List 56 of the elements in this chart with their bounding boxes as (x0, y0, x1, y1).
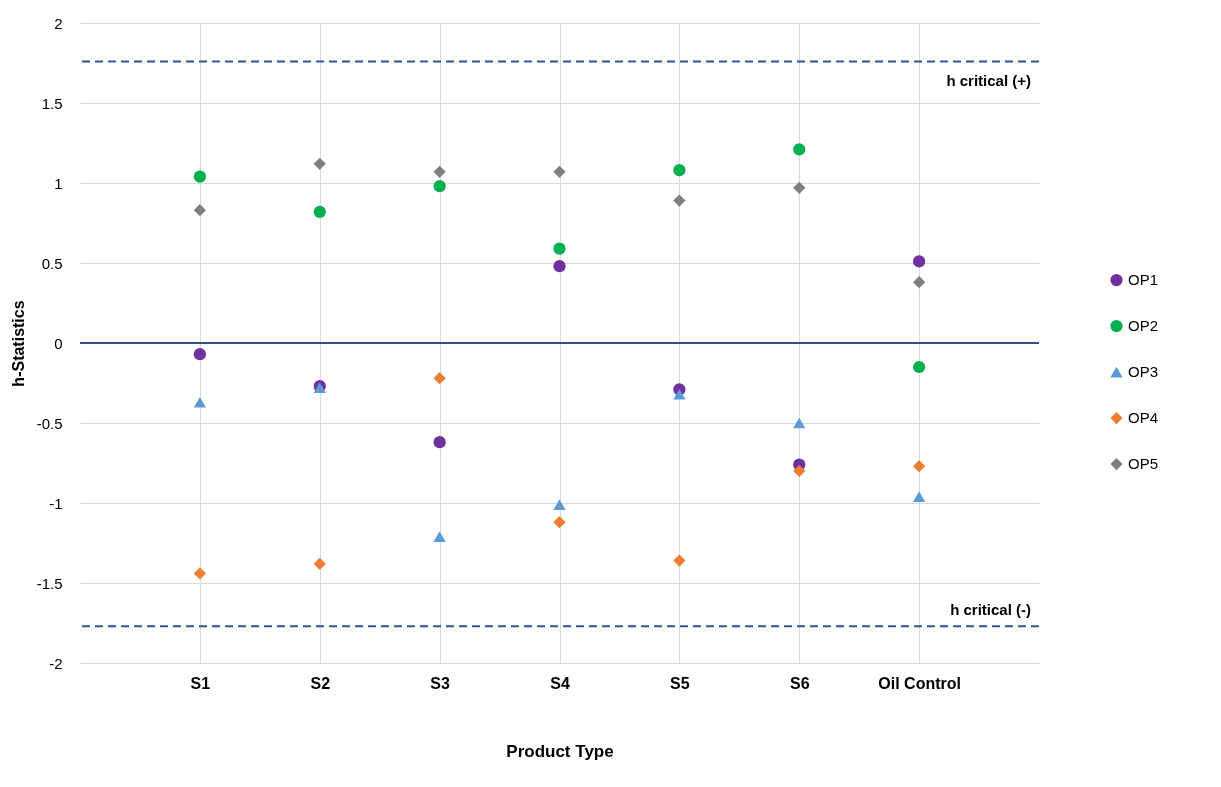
point (553, 516, 566, 529)
y-tick-label: -1.5 (36, 574, 63, 592)
y-axis-title: h-Statistics (9, 300, 27, 387)
x-tick-label: S3 (430, 674, 451, 692)
point (673, 388, 686, 400)
point (673, 194, 686, 207)
point (313, 557, 326, 570)
x-axis-title: Product Type (506, 741, 614, 761)
x-tick-label: S4 (550, 674, 570, 692)
point (433, 531, 446, 542)
point (793, 143, 806, 156)
x-tick-label: S1 (190, 674, 211, 692)
point (673, 164, 686, 177)
y-tick-label: 1.5 (41, 94, 63, 112)
point (793, 181, 806, 194)
legend-label: OP3 (1128, 363, 1159, 381)
point (313, 157, 326, 170)
point (193, 567, 206, 580)
legend-label: OP2 (1128, 317, 1159, 335)
y-tick-label: 2 (54, 14, 63, 32)
legend-label: OP1 (1128, 271, 1159, 289)
y-tick-label: 0 (54, 334, 63, 352)
point (913, 491, 926, 502)
point (793, 464, 806, 478)
legend-label: OP5 (1128, 455, 1159, 473)
point (553, 260, 566, 273)
ref-line-label: h critical (+) (946, 72, 1031, 90)
point (433, 165, 446, 178)
point (193, 170, 206, 183)
y-tick-label: -0.5 (36, 414, 63, 432)
x-tick-label: S5 (670, 674, 690, 692)
point (553, 165, 566, 178)
x-tick-label: S6 (789, 674, 810, 692)
point (433, 372, 446, 385)
x-tick-label: Oil Control (878, 674, 961, 692)
y-tick-label: 1 (54, 174, 63, 192)
y-tick-label: 0.5 (41, 254, 63, 272)
point (913, 460, 926, 473)
point (913, 255, 926, 268)
point (673, 554, 686, 567)
point (793, 417, 806, 429)
point (553, 499, 566, 510)
point (433, 180, 446, 193)
point (313, 205, 326, 218)
point (193, 348, 206, 361)
ref-line-label: h critical (-) (950, 601, 1031, 619)
y-tick-label: -2 (49, 654, 63, 672)
point (913, 276, 926, 289)
legend-label: OP4 (1128, 409, 1159, 427)
point (433, 436, 446, 449)
y-tick-label: -1 (49, 494, 63, 512)
point (553, 242, 566, 255)
point (193, 396, 206, 408)
point (193, 204, 206, 217)
x-tick-label: S2 (310, 674, 331, 692)
point (913, 360, 926, 374)
